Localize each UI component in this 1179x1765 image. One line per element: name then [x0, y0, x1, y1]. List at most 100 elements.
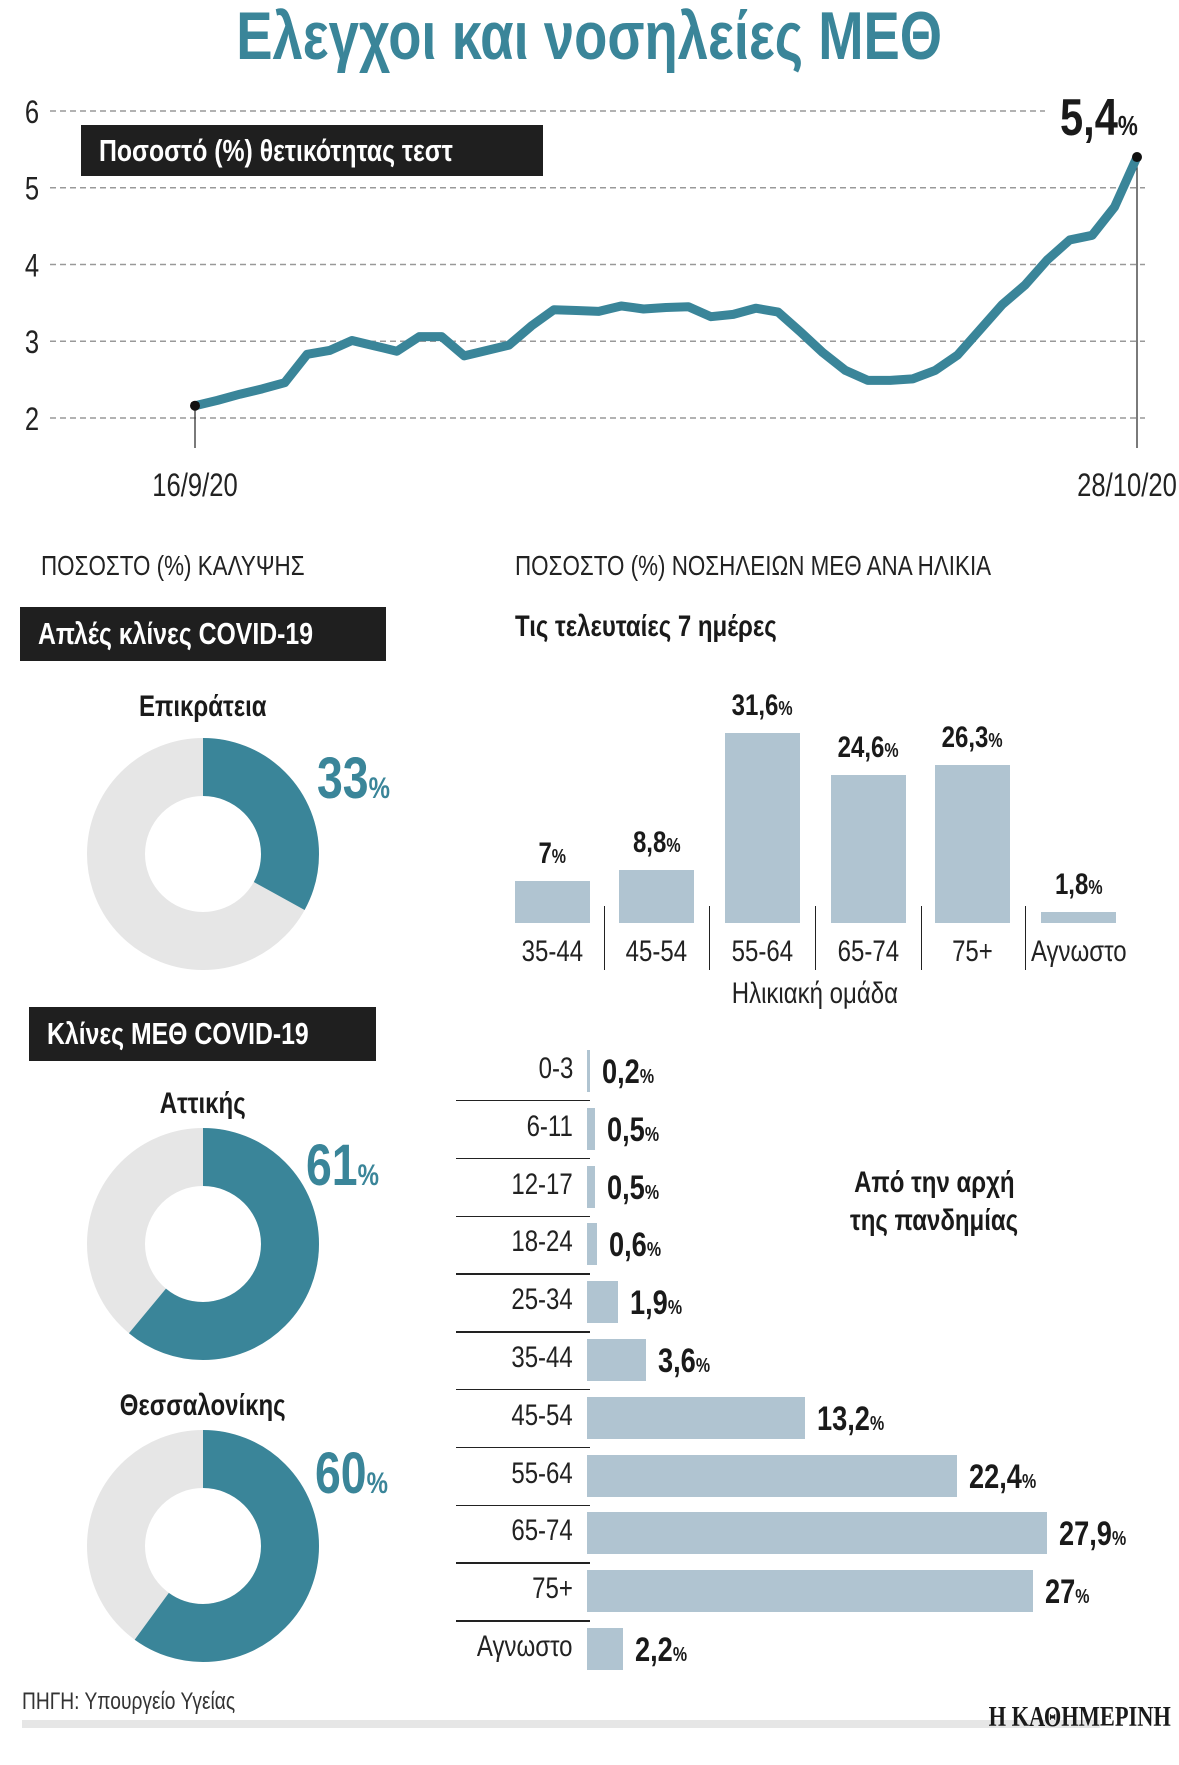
y-tick-label: 6: [25, 95, 39, 130]
row-divider: [456, 1099, 590, 1102]
age-category-label: 18-24: [511, 1225, 573, 1259]
age-bar-value: 8,8%: [632, 826, 681, 860]
donut-occupied-slice: [87, 1430, 319, 1662]
age-bar-value: 0,6%: [608, 1226, 661, 1265]
coverage-donut: [87, 738, 319, 970]
age-bar-value: 27%: [1044, 1573, 1090, 1612]
age-bar-since-start: [587, 1339, 647, 1381]
age-bar-7days: [831, 775, 906, 923]
row-divider: [456, 1388, 590, 1391]
category-separator: [921, 906, 922, 970]
age-bar-since-start: [587, 1050, 591, 1092]
age-bar-since-start: [587, 1396, 805, 1439]
start-point: [190, 400, 200, 411]
row-divider: [456, 1215, 590, 1217]
row-divider: [456, 1157, 590, 1160]
y-tick-label: 5: [25, 172, 39, 207]
age-bar-value: 1,9%: [630, 1284, 683, 1323]
source-note: ΠΗΓΗ: Υπουργείο Υγείας: [22, 1688, 236, 1715]
y-tick-label: 4: [25, 249, 39, 284]
age-bar-since-start: [587, 1165, 596, 1208]
region-label: Επικράτεια: [139, 690, 267, 723]
row-divider: [456, 1273, 590, 1275]
icu-age-section-title: ΠΟΣΟΣΤΟ (%) ΝΟΣΗΛΕΙΩΝ ΜΕΘ ΑΝΑ ΗΛΙΚΙΑ: [515, 550, 992, 581]
age-bar-value: 0,2%: [602, 1053, 655, 1091]
coverage-section-title: ΠΟΣΟΣΤΟ (%) ΚΑΛΥΨΗΣ: [41, 550, 305, 581]
row-divider: [456, 1446, 590, 1449]
age-category-label: 75+: [532, 1572, 573, 1606]
age-bar-value: 27,9%: [1059, 1515, 1127, 1554]
age-bar-7days: [1041, 912, 1116, 923]
coverage-percent: 33%: [317, 746, 390, 811]
positivity-line: [193, 155, 1142, 411]
age-bar-value: 3,6%: [658, 1342, 711, 1380]
positivity-line-chart: 2 3 4 5 6 16/9/20 28/10/20: [25, 95, 1177, 500]
category-separator: [1025, 906, 1026, 970]
simple-beds-box: Απλές κλίνες COVID-19: [20, 607, 386, 661]
age-bar-since-start: [587, 1223, 597, 1266]
end-point: [1132, 152, 1142, 163]
row-divider: [456, 1562, 590, 1564]
donut-occupied-slice: [87, 738, 319, 970]
age-category-label: 55-64: [511, 1456, 573, 1490]
age-category-label: Αγνωστο: [477, 1630, 573, 1663]
age-bar-since-start: [587, 1512, 1048, 1555]
line-chart-title-box: Ποσοστό (%) θετικότητας τεστ: [81, 125, 543, 176]
age-bar-7days: [935, 765, 1010, 923]
end-value-label: 5,4%: [1060, 89, 1138, 147]
age-category-label: 65-74: [837, 935, 900, 968]
footer-rule: [22, 1720, 1100, 1728]
age-category-label: 35-44: [511, 1341, 573, 1374]
age-category-label: Αγνωστο: [1030, 935, 1127, 968]
donut-occupied-slice: [87, 1128, 319, 1360]
age-category-label: 55-64: [731, 935, 794, 968]
end-date-label: 28/10/20: [1077, 468, 1177, 500]
age-bar-since-start: [587, 1454, 957, 1497]
age-group-axis-label: Ηλικιακή ομάδα: [731, 977, 899, 1010]
row-divider: [456, 1504, 590, 1506]
age-bar-value: 0,5%: [607, 1168, 660, 1207]
age-bar-since-start: [587, 1281, 619, 1324]
age-bar-since-start: [587, 1570, 1033, 1613]
category-separator: [709, 906, 710, 970]
age-bar-since-start: [587, 1628, 624, 1670]
category-separator: [815, 906, 816, 970]
age-category-label: 65-74: [511, 1514, 573, 1548]
region-label: Αττικής: [160, 1087, 246, 1120]
age-category-label: 45-54: [511, 1398, 573, 1432]
age-bar-since-start: [587, 1107, 596, 1150]
age-bar-value: 2,2%: [635, 1631, 688, 1669]
age-category-label: 6-11: [526, 1109, 573, 1143]
coverage-donut: [87, 1430, 319, 1662]
age-bar-7days: [725, 733, 800, 923]
age-category-label: 45-54: [625, 935, 688, 968]
age-bar-7days: [515, 881, 590, 923]
page-title: Ελεγχοι και νοσηλείες ΜΕΘ: [236, 0, 943, 74]
age-bar-value: 26,3%: [942, 721, 1003, 755]
age-category-label: 35-44: [521, 935, 584, 968]
y-tick-label: 2: [25, 402, 39, 437]
age-bar-value: 22,4%: [968, 1457, 1036, 1496]
category-separator: [604, 906, 605, 970]
icu-beds-box: Κλίνες ΜΕΘ COVID-19: [29, 1007, 376, 1061]
coverage-donut: [87, 1128, 319, 1360]
age-category-label: 25-34: [511, 1283, 573, 1317]
age-bar-value: 7%: [538, 837, 567, 870]
kathimerini-logo: Η ΚΑΘΗΜΕΡΙΝΗ: [988, 1702, 1171, 1733]
age-bar-7days: [619, 870, 694, 923]
age-bar-value: 24,6%: [838, 731, 899, 765]
age-bar-value: 31,6%: [732, 689, 793, 723]
since-start-annotation: Από την αρχή της πανδημίας: [849, 1166, 1019, 1237]
row-divider: [456, 1331, 590, 1333]
last-7-days-subtitle: Τις τελευταίες 7 ημέρες: [515, 610, 777, 643]
start-date-label: 16/9/20: [152, 468, 237, 500]
age-category-label: 12-17: [511, 1167, 573, 1201]
age-category-label: 0-3: [538, 1052, 573, 1085]
y-tick-label: 3: [25, 326, 39, 361]
age-category-label: 75+: [952, 935, 993, 968]
coverage-percent: 60%: [315, 1441, 388, 1506]
age-bar-value: 0,5%: [607, 1110, 660, 1149]
age-bar-value: 13,2%: [816, 1399, 884, 1438]
coverage-percent: 61%: [306, 1133, 379, 1198]
region-label: Θεσσαλονίκης: [120, 1389, 286, 1422]
